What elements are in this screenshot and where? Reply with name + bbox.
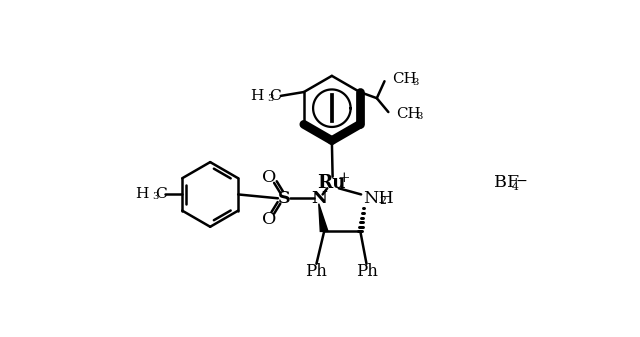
Text: 3: 3 bbox=[152, 192, 159, 201]
Text: C: C bbox=[155, 187, 166, 202]
Text: H: H bbox=[250, 89, 264, 103]
Polygon shape bbox=[319, 204, 328, 232]
Text: O: O bbox=[262, 211, 276, 227]
Text: CH: CH bbox=[392, 72, 417, 86]
Text: NH: NH bbox=[363, 190, 394, 207]
Text: 3: 3 bbox=[267, 94, 273, 103]
Text: O: O bbox=[262, 169, 276, 186]
Text: BF: BF bbox=[494, 174, 520, 191]
Text: 2: 2 bbox=[380, 196, 387, 206]
Text: H: H bbox=[135, 187, 148, 202]
Text: 3: 3 bbox=[412, 78, 419, 87]
Text: 3: 3 bbox=[416, 112, 422, 121]
Text: Ru: Ru bbox=[317, 174, 346, 192]
Text: Ph: Ph bbox=[305, 263, 328, 280]
Text: S: S bbox=[278, 190, 291, 207]
Text: Ph: Ph bbox=[356, 263, 378, 280]
Text: −: − bbox=[516, 174, 528, 188]
Text: C: C bbox=[269, 89, 281, 103]
Text: CH: CH bbox=[396, 106, 420, 121]
Text: 4: 4 bbox=[512, 182, 519, 192]
Text: +: + bbox=[337, 171, 349, 185]
Text: N: N bbox=[311, 190, 327, 207]
